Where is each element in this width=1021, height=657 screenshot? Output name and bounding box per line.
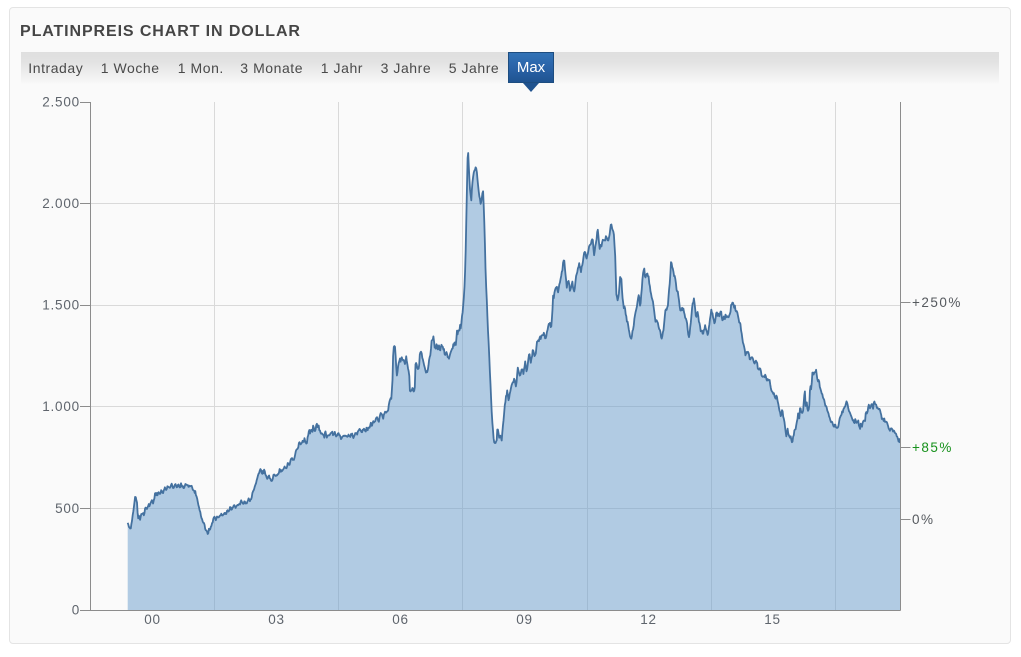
svg-text:+250%: +250% xyxy=(912,295,962,310)
svg-text:0%: 0% xyxy=(912,512,935,527)
svg-text:12: 12 xyxy=(640,612,657,627)
svg-text:06: 06 xyxy=(392,612,409,627)
svg-text:2.000: 2.000 xyxy=(42,196,80,211)
svg-text:09: 09 xyxy=(516,612,533,627)
svg-text:0: 0 xyxy=(72,603,80,618)
svg-text:2.500: 2.500 xyxy=(42,95,80,110)
svg-text:+85%: +85% xyxy=(912,440,953,455)
svg-text:500: 500 xyxy=(55,501,80,516)
svg-text:1.000: 1.000 xyxy=(42,399,80,414)
svg-text:1.500: 1.500 xyxy=(42,298,80,313)
svg-text:15: 15 xyxy=(764,612,781,627)
svg-text:03: 03 xyxy=(268,612,285,627)
svg-text:00: 00 xyxy=(144,612,161,627)
